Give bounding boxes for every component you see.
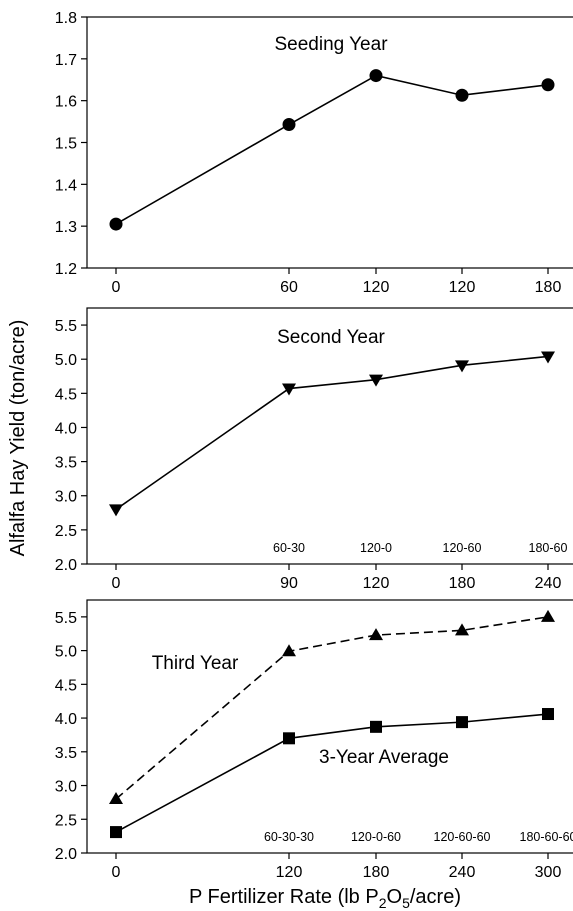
application-label: 180-60: [529, 541, 568, 555]
data-point: [369, 374, 383, 387]
data-point: [109, 217, 123, 231]
x-tick-label: 120: [449, 279, 476, 296]
data-point: [455, 623, 469, 636]
y-tick-label: 5.0: [55, 644, 77, 661]
application-label: 60-30: [273, 541, 305, 555]
series-label-third-year: Third Year: [152, 653, 239, 674]
series-label-3-year-average: 3-Year Average: [319, 747, 449, 768]
x-tick-label: 180: [535, 279, 562, 296]
y-tick-label: 3.5: [55, 745, 77, 762]
data-point: [455, 88, 469, 102]
data-point: [282, 644, 296, 657]
x-tick-label: 240: [535, 575, 562, 592]
data-point: [541, 351, 555, 364]
x-tick-label: 0: [112, 279, 121, 296]
series-line: [115, 616, 549, 800]
series-line: [115, 74, 549, 225]
chart-panels: 1.2 1.3 1.4 1.5 1.6 1.7 1.8 0 60 120 120 180 Seeding…: [55, 10, 573, 881]
application-label: 120-0: [360, 541, 392, 555]
x-tick-label: 300: [535, 864, 562, 881]
x-tick-label: 180: [449, 575, 476, 592]
x-tick-label: 120: [276, 864, 303, 881]
data-point: [283, 732, 295, 745]
y-tick-label: 4.0: [55, 420, 77, 437]
data-point: [541, 609, 555, 622]
y-tick-label: 5.5: [55, 318, 77, 335]
y-tick-label: 1.7: [55, 52, 77, 69]
data-point: [282, 383, 296, 396]
y-tick-label: 1.3: [55, 219, 77, 236]
plot-frame: [86, 307, 573, 565]
data-point: [369, 628, 383, 641]
x-tick-label: 120: [363, 279, 390, 296]
y-tick-label: 1.5: [55, 136, 77, 153]
panel-seeding-year: 1.2 1.3 1.4 1.5 1.6 1.7 1.8 0 60 120 120 180 Seeding…: [55, 10, 573, 296]
x-tick-label: 0: [112, 864, 121, 881]
y-tick-label: 2.0: [55, 846, 77, 863]
y-tick-label: 4.5: [55, 386, 77, 403]
data-point: [542, 708, 554, 721]
application-label: 120-0-60: [351, 830, 401, 844]
x-tick-label: 180: [363, 864, 390, 881]
y-tick-label: 3.0: [55, 779, 77, 796]
x-tick-label: 60: [280, 279, 298, 296]
application-label: 180-60-60: [520, 830, 573, 844]
plot-frame: [86, 599, 573, 854]
data-point: [455, 360, 469, 373]
panel-title: Second Year: [277, 327, 385, 348]
data-point: [369, 69, 383, 83]
panel-third-year: 2.0 2.5 3.0 3.5 4.0 4.5 5.0 5.5 0 120 180 240 300 60-…: [55, 599, 573, 881]
application-label: 60-30-30: [264, 830, 314, 844]
y-tick-label: 2.5: [55, 812, 77, 829]
application-label: 120-60-60: [434, 830, 491, 844]
y-tick-label: 5.5: [55, 610, 77, 627]
data-point: [110, 826, 122, 839]
y-tick-label: 1.2: [55, 261, 77, 278]
y-tick-label: 4.0: [55, 711, 77, 728]
panel-second-year: 2.0 2.5 3.0 3.5 4.0 4.5 5.0 5.5 0 90 120 180 240 60-3…: [55, 307, 573, 592]
panel-title: Seeding Year: [274, 34, 388, 55]
y-tick-label: 3.5: [55, 455, 77, 472]
y-tick-label: 2.5: [55, 523, 77, 540]
y-tick-label: 5.0: [55, 352, 77, 369]
data-point: [109, 504, 123, 517]
data-point: [109, 792, 123, 805]
x-tick-label: 0: [112, 575, 121, 592]
x-tick-label: 120: [363, 575, 390, 592]
series-line: [115, 355, 549, 511]
data-point: [541, 78, 555, 92]
y-tick-label: 3.0: [55, 489, 77, 506]
y-tick-label: 1.6: [55, 94, 77, 111]
x-axis-label: P Fertilizer Rate (lb P2O5/acre): [189, 886, 461, 911]
y-tick-label: 1.8: [55, 10, 77, 27]
y-tick-label: 1.4: [55, 177, 77, 194]
y-tick-label: 4.5: [55, 677, 77, 694]
application-label: 120-60: [443, 541, 482, 555]
x-tick-label: 90: [280, 575, 298, 592]
data-point: [370, 720, 382, 733]
data-point: [456, 716, 468, 729]
data-point: [282, 118, 296, 132]
y-tick-label: 2.0: [55, 557, 77, 574]
y-axis-label: Alfalfa Hay Yield (ton/acre): [7, 320, 29, 557]
series-line: [115, 713, 549, 833]
x-tick-label: 240: [449, 864, 476, 881]
